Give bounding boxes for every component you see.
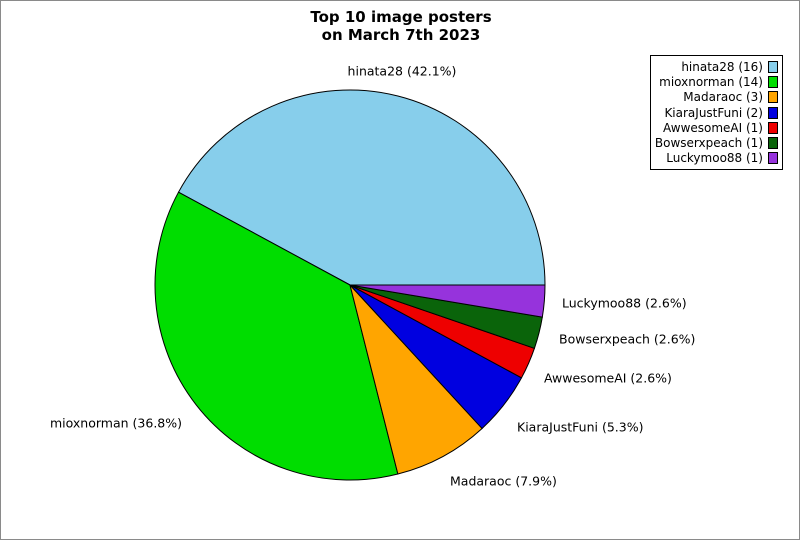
legend-swatch xyxy=(768,75,778,88)
chart-title-line2: on March 7th 2023 xyxy=(321,26,481,44)
slice-label-awwesomeai: AwwesomeAI (2.6%) xyxy=(544,370,672,386)
legend-swatch xyxy=(768,121,778,134)
slice-label-mioxnorman: mioxnorman (36.8%) xyxy=(50,415,182,431)
legend-swatch xyxy=(768,91,778,104)
chart-title-line1: Top 10 image posters xyxy=(310,8,492,26)
legend-label: mioxnorman (14) xyxy=(659,74,763,89)
pie-slice-Luckymoo88 xyxy=(349,284,546,318)
legend-swatch xyxy=(768,106,778,119)
slice-label-luckymoo88: Luckymoo88 (2.6%) xyxy=(562,295,687,311)
legend-item: hinata28 (16) xyxy=(655,59,778,74)
legend: hinata28 (16) mioxnorman (14) Madaraoc (… xyxy=(650,55,783,171)
legend-label: Luckymoo88 (1) xyxy=(666,151,763,166)
legend-swatch xyxy=(768,60,778,73)
pie-slice-hinata28 xyxy=(177,89,546,286)
legend-item: mioxnorman (14) xyxy=(655,74,778,89)
slice-label-kiarajustfuni: KiaraJustFuni (5.3%) xyxy=(517,419,644,435)
pie-slice-mioxnorman xyxy=(154,191,399,481)
legend-label: Madaraoc (3) xyxy=(683,90,763,105)
legend-swatch xyxy=(768,152,778,165)
legend-item: Madaraoc (3) xyxy=(655,90,778,105)
legend-item: Bowserxpeach (1) xyxy=(655,135,778,150)
legend-item: KiaraJustFuni (2) xyxy=(655,105,778,120)
legend-label: Bowserxpeach (1) xyxy=(654,136,763,151)
slice-label-madaraoc: Madaraoc (7.9%) xyxy=(450,473,557,489)
pie-slice-Madaraoc xyxy=(349,284,483,475)
legend-label: AwwesomeAI (1) xyxy=(663,120,763,135)
legend-item: AwwesomeAI (1) xyxy=(655,120,778,135)
legend-label: hinata28 (16) xyxy=(681,59,763,74)
chart-title: Top 10 image posters on March 7th 2023 xyxy=(1,8,799,44)
slice-label-hinata28: hinata28 (42.1%) xyxy=(347,63,457,79)
legend-item: Luckymoo88 (1) xyxy=(655,151,778,166)
slice-label-bowserxpeach: Bowserxpeach (2.6%) xyxy=(559,331,696,347)
legend-label: KiaraJustFuni (2) xyxy=(664,105,763,120)
legend-swatch xyxy=(768,137,778,150)
